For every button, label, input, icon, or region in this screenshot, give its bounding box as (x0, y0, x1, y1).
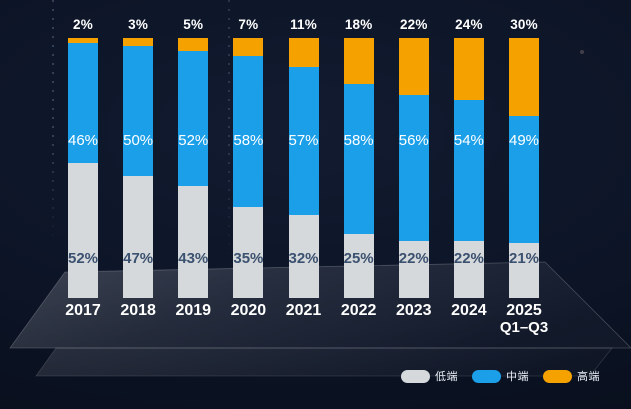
top-value-label: 30% (510, 17, 538, 32)
bar-segment-mid (343, 84, 374, 234)
low-value-label: 52% (67, 250, 99, 267)
bar-segment-low (123, 175, 154, 298)
bar-segment-high (123, 38, 154, 46)
mid-value-label: 58% (233, 132, 264, 149)
legend-swatch (543, 369, 572, 383)
legend-item: 低端 (401, 368, 458, 384)
legend-swatch (401, 369, 430, 383)
bar-segment-mid (453, 100, 484, 241)
bar-column (178, 38, 209, 298)
bar-column (288, 38, 319, 298)
top-value-label: 18% (344, 17, 373, 32)
bar-column (509, 38, 539, 298)
bar-column (453, 38, 484, 298)
bar-segment-mid (398, 95, 429, 241)
year-label: 2023 (395, 302, 432, 319)
legend-label: 中端 (506, 371, 529, 383)
legend-item: 高端 (543, 368, 600, 384)
year-label: 2025 Q1–Q3 (494, 303, 554, 336)
bar-column (398, 38, 429, 298)
bar-segment-low (509, 243, 539, 298)
bar-column (233, 38, 264, 298)
mid-value-label: 52% (178, 132, 209, 149)
bar-segment-high (68, 38, 98, 44)
bar-segment-low (178, 186, 209, 298)
legend-label: 低端 (435, 371, 458, 383)
bar-column (343, 38, 374, 298)
low-value-label: 22% (398, 250, 429, 267)
year-label: 2018 (120, 302, 156, 319)
bar-segment-mid (288, 66, 319, 215)
year-label: 2021 (285, 302, 322, 319)
bar-segment-mid (123, 45, 154, 176)
bar-segment-high (509, 38, 539, 116)
bar-segment-low (398, 240, 429, 298)
top-value-label: 7% (238, 17, 259, 32)
low-value-label: 25% (343, 250, 374, 267)
year-label: 2017 (65, 302, 101, 319)
mid-value-label: 57% (288, 132, 319, 149)
low-value-label: 22% (453, 250, 484, 267)
bar-segment-high (288, 38, 319, 67)
mid-value-label: 49% (508, 132, 540, 149)
bar-segment-low (288, 214, 319, 298)
year-label: 2022 (340, 302, 377, 319)
bar-segment-low (233, 206, 264, 298)
bar-segment-high (178, 38, 209, 51)
bar-column (123, 38, 154, 298)
legend-label: 高端 (577, 371, 600, 383)
bar-segment-low (343, 233, 374, 298)
top-value-label: 5% (183, 17, 204, 32)
bar-segment-mid (68, 43, 98, 163)
year-sublabel: Q1–Q3 (499, 319, 549, 336)
mid-value-label: 56% (398, 132, 429, 149)
bar-segment-mid (233, 56, 264, 207)
legend: 低端 中端 高端 (401, 368, 600, 384)
top-value-label: 24% (455, 17, 483, 32)
low-value-label: 43% (178, 250, 209, 267)
legend-swatch (472, 369, 501, 383)
legend-item: 中端 (472, 368, 529, 384)
mid-value-label: 54% (453, 132, 484, 149)
year-label: 2019 (175, 302, 212, 319)
bar-column (68, 38, 98, 298)
top-value-label: 3% (128, 17, 149, 32)
top-value-label: 2% (73, 17, 93, 32)
dotted-guide-line (52, 0, 54, 250)
bar-segment-high (233, 38, 264, 57)
stacked-bar-chart: 2% 46% 52% 2017 3% 50% 47% 2018 5% 52% 43% 2019 7% 58… (65, 17, 548, 336)
low-value-label: 21% (508, 250, 540, 267)
bar-segment-high (453, 38, 484, 101)
bar-segment-high (343, 38, 374, 85)
low-value-label: 47% (123, 250, 154, 267)
year-label: 2020 (230, 302, 267, 319)
bar-segment-low (68, 162, 98, 298)
low-value-label: 32% (288, 250, 319, 267)
background-dot (580, 50, 584, 54)
bar-segment-mid (178, 51, 209, 187)
bar-segment-high (398, 38, 429, 96)
mid-value-label: 46% (67, 132, 99, 149)
low-value-label: 35% (233, 250, 264, 267)
top-value-label: 11% (290, 17, 317, 32)
mid-value-label: 58% (343, 132, 374, 149)
bar-segment-low (453, 240, 484, 298)
mid-value-label: 50% (123, 132, 154, 149)
top-value-label: 22% (399, 17, 428, 32)
bar-segment-mid (509, 116, 539, 244)
year-label: 2024 (451, 302, 487, 319)
